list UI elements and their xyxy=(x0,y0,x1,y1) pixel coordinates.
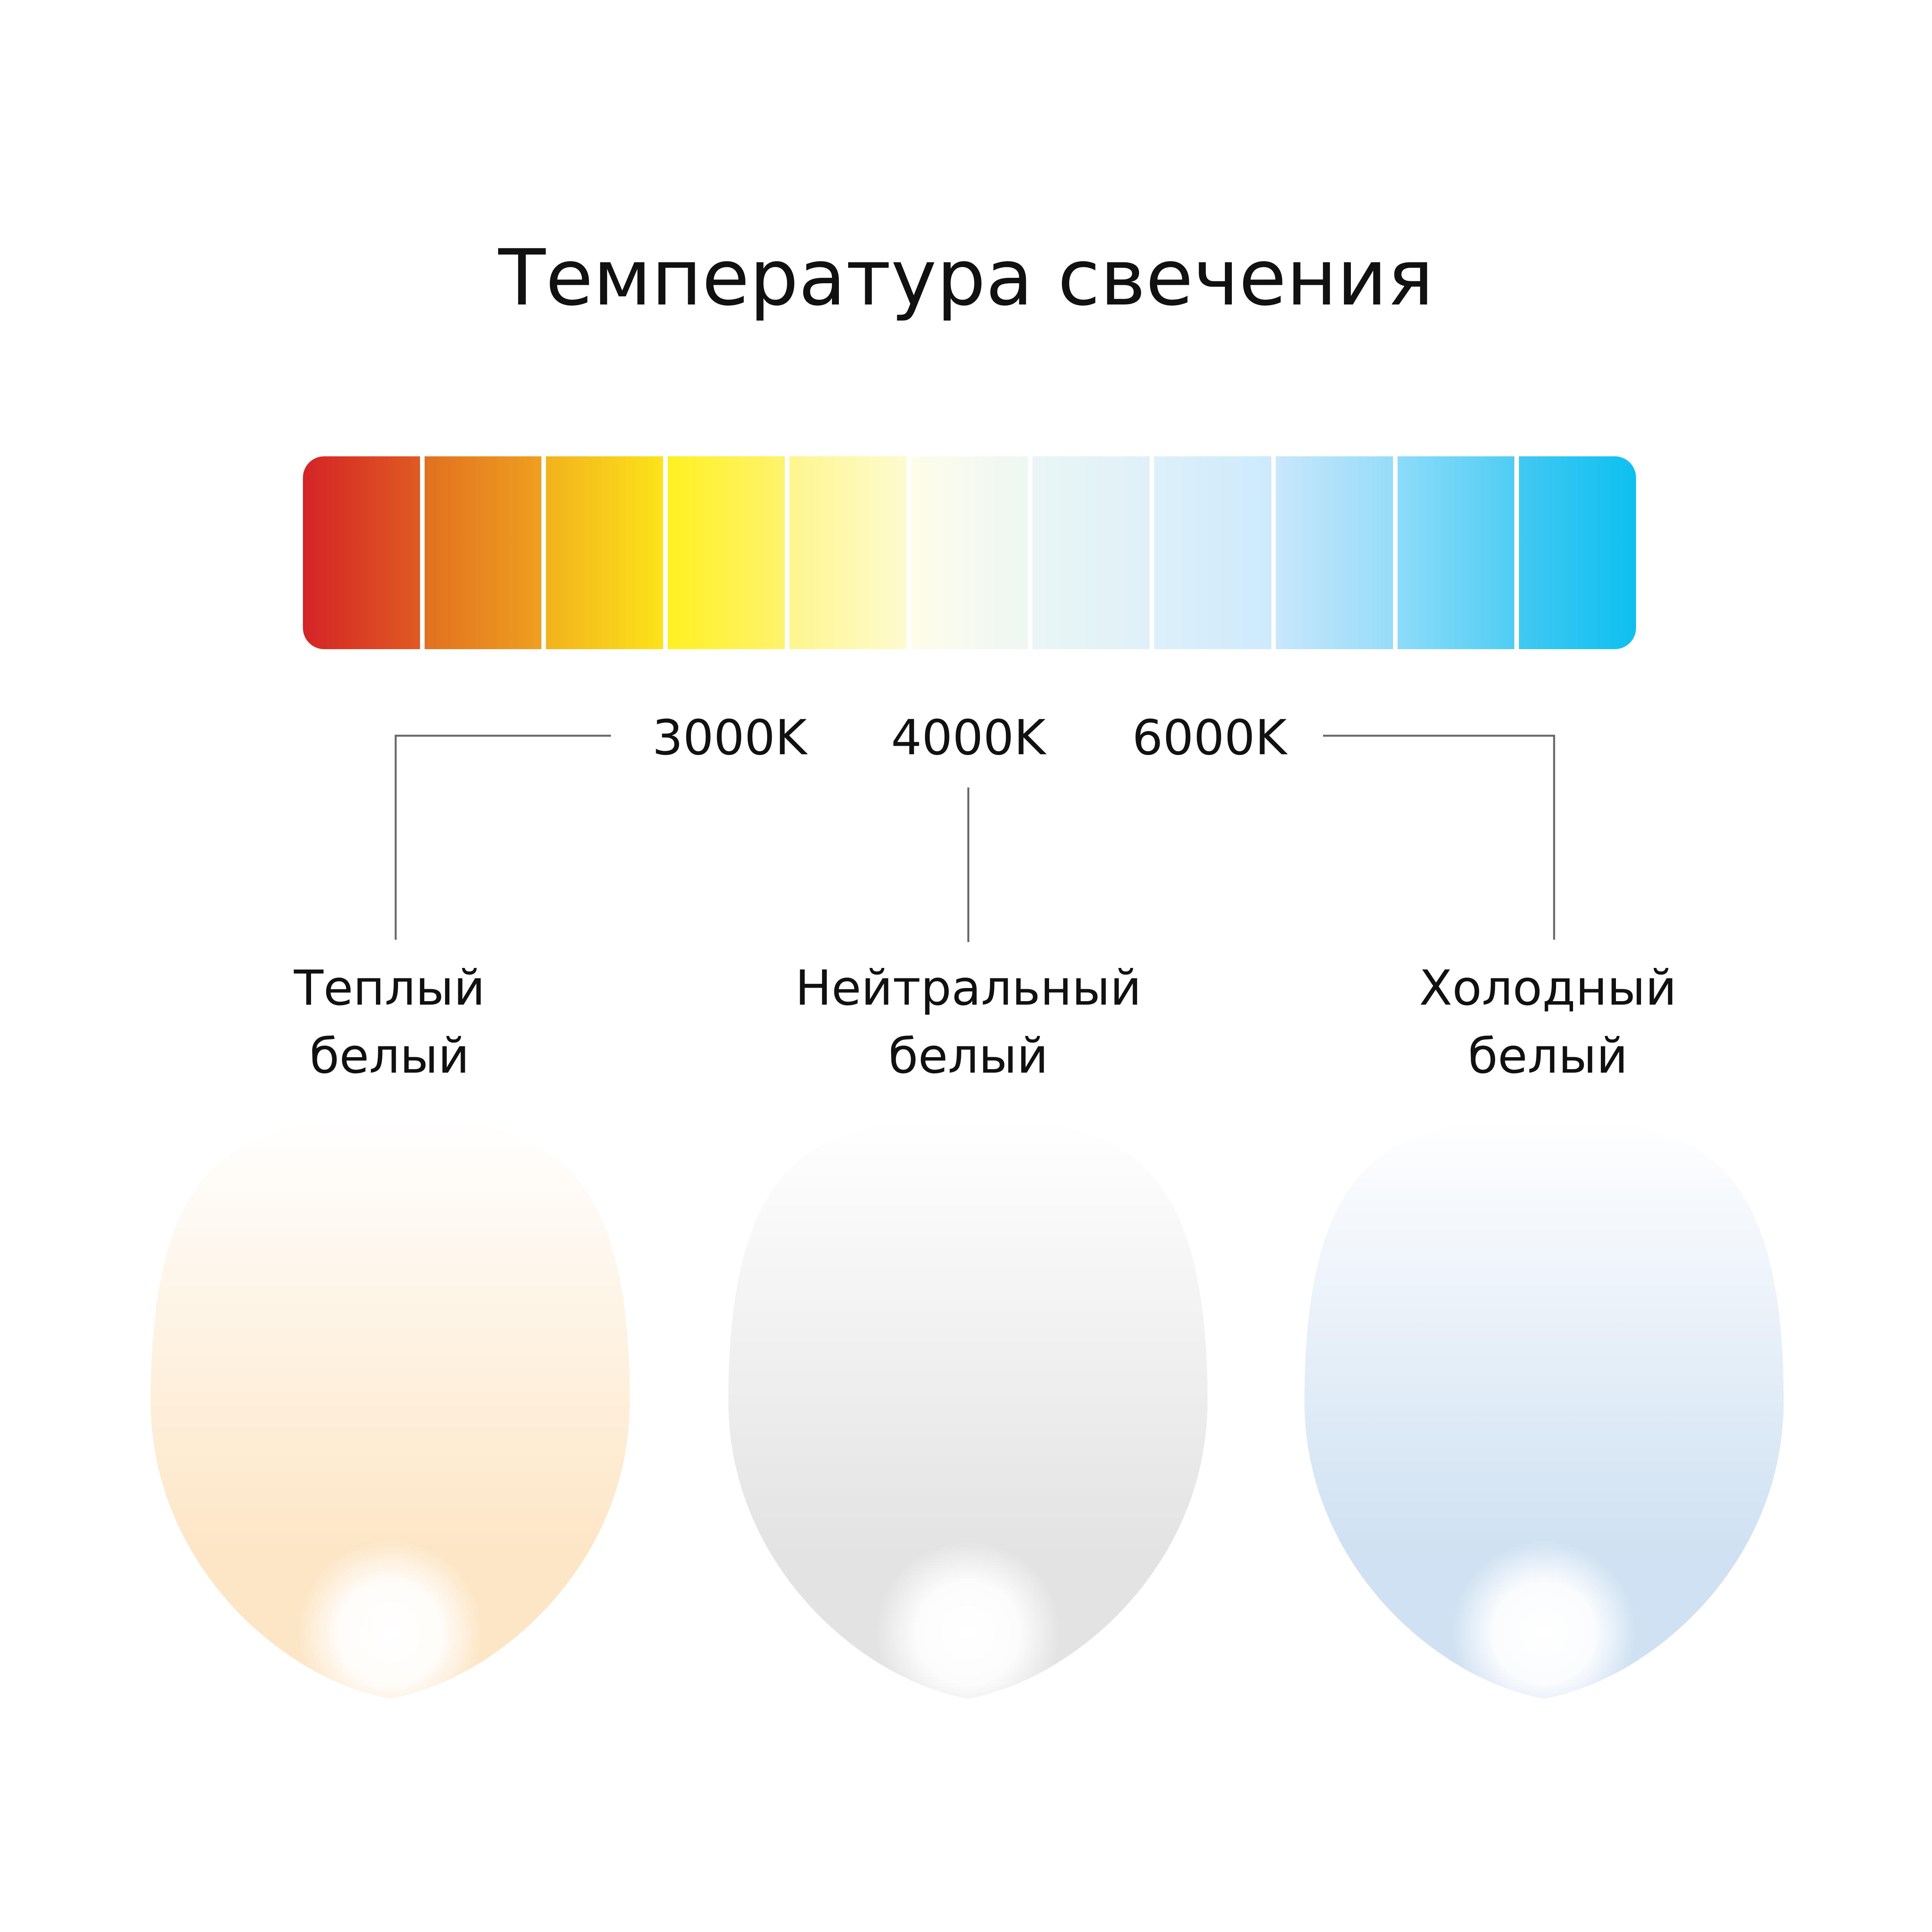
neutral-light-glow xyxy=(728,1119,1208,1699)
glow-hotspot xyxy=(151,1119,630,1699)
warm-connector xyxy=(395,735,611,940)
scale-segment-6 xyxy=(911,456,1028,649)
glow-hotspot xyxy=(1304,1119,1784,1699)
page-title: Температура свечения xyxy=(498,233,1434,323)
glow-hotspot xyxy=(728,1119,1208,1699)
scale-segment-5 xyxy=(789,456,906,649)
kelvin-label-6000: 6000K xyxy=(1132,710,1287,766)
category-cold-white: Холодный белый xyxy=(1316,954,1780,1090)
category-label-line1: Теплый xyxy=(294,960,485,1016)
category-label-line2: белый xyxy=(1468,1028,1628,1084)
color-temperature-scale xyxy=(303,456,1636,649)
category-neutral-white: Нейтральный белый xyxy=(736,954,1200,1090)
cold-connector xyxy=(1323,735,1555,940)
scale-segment-4 xyxy=(668,456,785,649)
scale-segment-10 xyxy=(1397,456,1515,649)
scale-segment-8 xyxy=(1154,456,1271,649)
category-warm-white: Теплый белый xyxy=(158,954,621,1090)
category-label-line2: белый xyxy=(310,1028,469,1084)
warm-light-glow xyxy=(151,1119,630,1699)
kelvin-label-4000: 4000K xyxy=(891,710,1046,766)
scale-segment-2 xyxy=(424,456,542,649)
scale-segment-9 xyxy=(1276,456,1393,649)
scale-segment-3 xyxy=(546,456,663,649)
category-label-line1: Холодный xyxy=(1419,960,1677,1016)
cold-light-glow xyxy=(1304,1119,1784,1699)
category-label-line1: Нейтральный xyxy=(795,960,1142,1016)
category-label-line2: белый xyxy=(888,1028,1048,1084)
scale-segment-7 xyxy=(1032,456,1150,649)
kelvin-label-3000: 3000K xyxy=(652,710,807,766)
scale-segment-11 xyxy=(1519,456,1636,649)
scale-segment-1 xyxy=(303,456,420,649)
